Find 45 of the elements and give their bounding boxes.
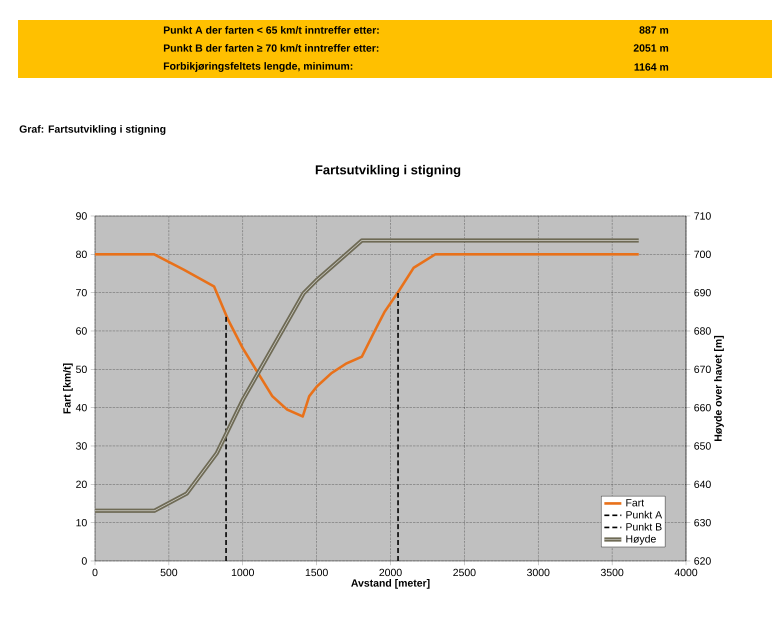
y-tick-label: 40 (76, 404, 87, 412)
y2-tick-label: 640 (694, 480, 711, 488)
x-tick-label: 2500 (453, 568, 476, 576)
x-tick-label: 0 (92, 568, 98, 576)
y-tick-label: 10 (76, 518, 87, 526)
y2-tick-label: 650 (694, 442, 711, 450)
legend-label: Høyde (626, 534, 656, 545)
y2-axis-title: Høyde over havet [m] (714, 336, 724, 441)
y-tick-label: 30 (76, 442, 87, 450)
x-tick-label: 1500 (306, 568, 328, 576)
text: Graf: Fartsutvikling i stigning (20, 125, 166, 135)
text: 1164 m (634, 63, 668, 71)
x-tick-label: 500 (160, 568, 178, 576)
y2-tick-label: 630 (694, 518, 711, 526)
text: Punkt A der farten < 65 km/t inntreffer etter: (164, 26, 379, 34)
y-tick-label: 20 (76, 480, 87, 488)
x-axis-title: Avstand [meter] (351, 579, 430, 589)
text: Forbikjøringsfeltets lengde, minimum: (164, 62, 352, 72)
y-axis-title: Fart [km/t] (63, 364, 73, 414)
chart-title: Fartsutvikling i stigning (316, 164, 460, 178)
y2-tick-label: 620 (694, 557, 711, 565)
y2-tick-label: 700 (694, 250, 711, 258)
y-tick-label: 60 (76, 327, 87, 335)
y2-tick-label: 710 (694, 212, 711, 220)
x-tick-label: 3000 (527, 568, 550, 576)
legend-label: Punkt A (626, 510, 662, 518)
y2-tick-label: 660 (694, 404, 711, 412)
text: 887 m (639, 26, 668, 34)
y2-tick-label: 680 (694, 327, 711, 335)
text: Punkt B der farten ≥ 70 km/t inntreffer etter: (164, 44, 378, 52)
y2-tick-label: 670 (694, 366, 711, 374)
legend-label: Fart (626, 499, 644, 506)
line-series (95, 253, 640, 418)
legend-label: Punkt B (626, 522, 662, 531)
y-tick-label: 70 (76, 288, 87, 296)
y-tick-label: 0 (82, 557, 87, 565)
y-tick-label: 80 (76, 250, 87, 258)
y-tick-label: 90 (76, 212, 87, 220)
x-tick-label: 3500 (600, 568, 624, 576)
text: 2051 m (634, 44, 668, 52)
y2-tick-label: 690 (694, 288, 711, 296)
x-tick-label: 4000 (674, 568, 698, 576)
y-tick-label: 50 (76, 366, 87, 374)
x-tick-label: 1000 (232, 568, 254, 576)
x-tick-label: 2000 (379, 568, 402, 576)
